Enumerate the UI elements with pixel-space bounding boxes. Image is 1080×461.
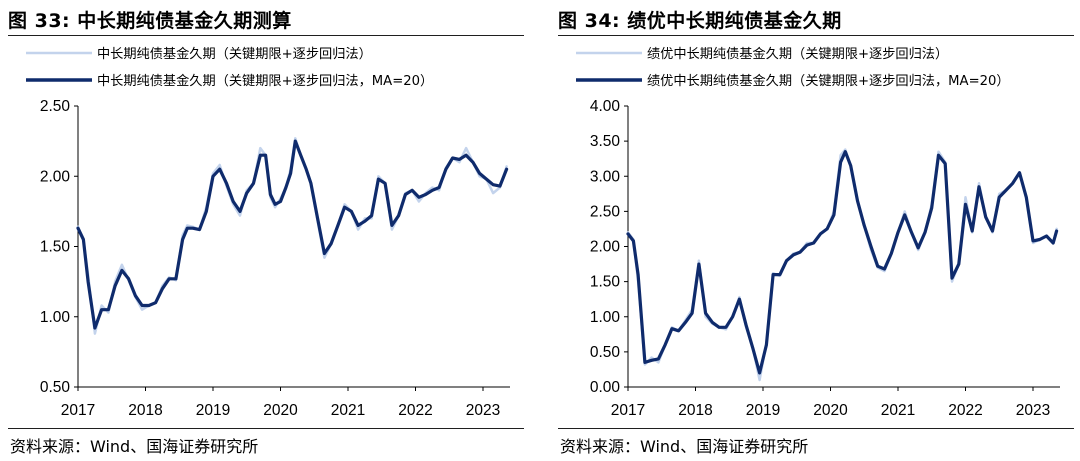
title-rule	[558, 35, 1074, 36]
y-tick-label: 2.00	[590, 239, 621, 256]
x-tick-label: 2022	[398, 402, 432, 419]
source-note: 资料来源：Wind、国海证券研究所	[10, 437, 259, 456]
y-tick-label: 1.50	[40, 239, 71, 256]
chart-panel-duration-estimate: 图 33: 中长期纯债基金久期测算 中长期纯债基金久期（关键期限+逐步回归法）中…	[0, 0, 530, 461]
x-tick-label: 2023	[1016, 402, 1050, 419]
x-tick-label: 2019	[746, 402, 780, 419]
x-tick-label: 2020	[813, 402, 848, 419]
x-tick-label: 2019	[196, 402, 230, 419]
x-tick-label: 2022	[948, 402, 982, 419]
x-tick-label: 2017	[611, 402, 645, 419]
y-tick-label: 1.00	[40, 309, 71, 326]
top-fund-duration-line-chart: 绩优中长期纯债基金久期（关键期限+逐步回归法） 绩优中长期纯债基金久期（关键期限+…	[576, 46, 1060, 419]
y-tick-label: 2.50	[40, 98, 71, 115]
x-tick-label: 2018	[128, 402, 162, 419]
x-tick-label: 2021	[331, 402, 365, 419]
y-tick-label: 3.50	[590, 133, 621, 150]
figure-title: 图 34: 绩优中长期纯债基金久期	[558, 10, 842, 32]
source-note: 资料来源：Wind、国海证券研究所	[560, 437, 809, 456]
y-tick-label: 1.00	[590, 309, 621, 326]
chart-panel-top-fund-duration: 图 34: 绩优中长期纯债基金久期 绩优中长期纯债基金久期（关键期限+逐步回归法…	[550, 0, 1080, 461]
x-tick-label: 2021	[881, 402, 915, 419]
legend-label-1: 绩优中长期纯债基金久期（关键期限+逐步回归法）	[647, 46, 948, 62]
legend-label-1: 中长期纯债基金久期（关键期限+逐步回归法）	[97, 46, 372, 62]
series-line-raw	[626, 148, 1058, 382]
y-tick-label: 4.00	[590, 98, 621, 115]
y-tick-label: 1.50	[590, 274, 621, 291]
y-tick-label: 3.00	[590, 168, 621, 185]
y-tick-label: 0.50	[590, 344, 621, 361]
y-tick-label: 0.50	[40, 379, 71, 396]
legend-label-2: 绩优中长期纯债基金久期（关键期限+逐步回归法，MA=20）	[647, 73, 1010, 89]
x-tick-label: 2020	[263, 402, 298, 419]
series-line-ma20	[76, 139, 509, 330]
duration-line-chart: 中长期纯债基金久期（关键期限+逐步回归法） 中长期纯债基金久期（关键期限+逐步回归…	[26, 46, 510, 419]
y-tick-label: 2.00	[40, 168, 71, 185]
figure-title: 图 33: 中长期纯债基金久期测算	[8, 10, 292, 32]
series-line-ma20	[626, 150, 1059, 375]
x-tick-label: 2017	[61, 402, 95, 419]
source-rule	[558, 428, 1074, 429]
x-tick-label: 2023	[466, 402, 500, 419]
title-rule	[8, 35, 524, 36]
x-tick-label: 2018	[678, 402, 712, 419]
y-tick-label: 0.00	[590, 379, 621, 396]
legend-label-2: 中长期纯债基金久期（关键期限+逐步回归法，MA=20）	[97, 73, 433, 89]
source-rule	[8, 428, 524, 429]
y-tick-label: 2.50	[590, 203, 621, 220]
